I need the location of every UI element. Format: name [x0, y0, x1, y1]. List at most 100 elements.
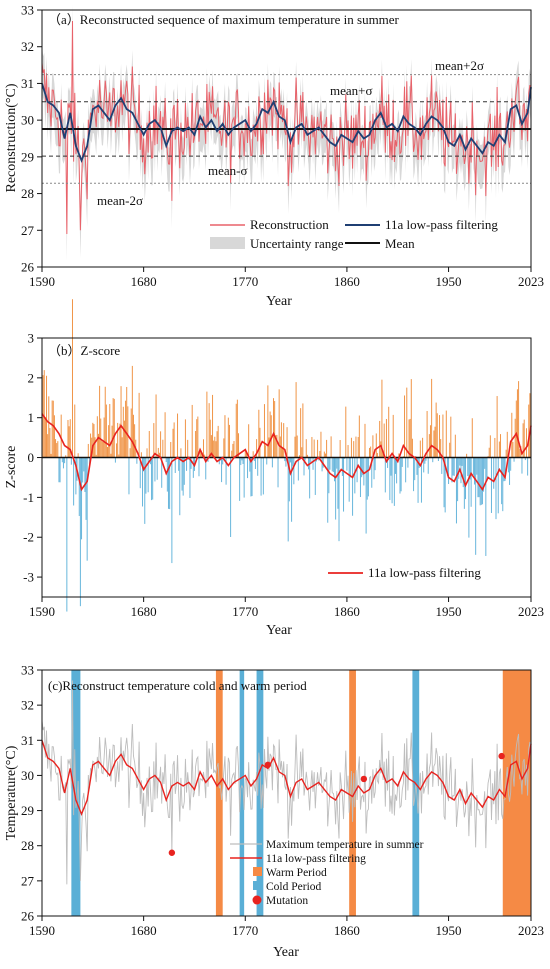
panel-b-ytick-label: -2: [23, 530, 34, 545]
zscore-bar: [498, 458, 499, 514]
panel-a-legend: Reconstruction 11a low-pass filtering Un…: [210, 217, 498, 251]
zscore-bar: [322, 458, 323, 472]
zscore-bar: [196, 419, 197, 457]
zscore-bar: [529, 393, 530, 457]
panel-b-xtick-label: 1680: [131, 604, 157, 619]
zscore-bar: [467, 458, 468, 476]
zscore-bar: [274, 401, 275, 458]
warm-period-band: [503, 670, 531, 916]
zscore-bar: [170, 442, 171, 458]
zscore-bar: [342, 458, 343, 476]
zscore-bar: [99, 386, 100, 458]
zscore-bar: [93, 424, 94, 457]
zscore-bar: [348, 445, 349, 458]
panel-a-xtick-label: 1590: [29, 274, 55, 289]
zscore-bar: [465, 458, 466, 500]
zscore-bar: [449, 443, 450, 458]
zscore-bar: [311, 437, 312, 458]
zscore-bar: [335, 458, 336, 520]
zscore-bar: [473, 458, 474, 475]
zscore-bar: [197, 417, 198, 458]
zscore-bar: [125, 401, 126, 458]
zscore-bar: [471, 458, 472, 507]
zscore-bar: [95, 437, 96, 457]
panel-c-ytick-label: 27: [21, 873, 35, 888]
zscore-bar: [263, 458, 264, 495]
zscore-bar: [331, 436, 332, 457]
zscore-bar: [69, 426, 70, 457]
zscore-bar: [114, 399, 115, 458]
zscore-bar: [370, 447, 371, 458]
zscore-bar: [215, 441, 216, 457]
panel-c-plot-area: [42, 670, 531, 916]
zscore-bar: [102, 442, 103, 458]
panel-a-ytick-label: 27: [21, 223, 35, 238]
panel-b-title: （b）Z-score: [48, 343, 120, 358]
zscore-bar: [429, 434, 430, 457]
panel-a-ytick-label: 26: [21, 260, 35, 275]
zscore-bar: [401, 458, 402, 492]
zscore-bar: [81, 458, 82, 540]
zscore-bar: [495, 458, 496, 520]
zscore-bar: [350, 458, 351, 478]
zscore-bar: [154, 458, 155, 482]
zscore-bar: [231, 451, 232, 458]
zscore-bar: [448, 458, 449, 484]
zscore-bar: [198, 458, 199, 477]
zscore-bar: [521, 458, 522, 474]
zscore-bar: [214, 437, 215, 458]
zscore-bar: [319, 451, 320, 458]
legend-reconstruction-label: Reconstruction: [250, 217, 329, 232]
zscore-bar: [101, 441, 102, 458]
zscore-bar: [385, 458, 386, 493]
zscore-bar: [446, 411, 447, 458]
zscore-bar: [300, 408, 301, 457]
zscore-bar: [48, 396, 49, 457]
zscore-bar: [482, 458, 483, 505]
zscore-bar: [366, 458, 367, 534]
panel-c-xtick-label: 2023: [518, 923, 544, 938]
zscore-bar: [86, 458, 87, 520]
zscore-bar: [267, 385, 268, 457]
zscore-bar: [420, 441, 421, 458]
panel-a-ytick-label: 29: [21, 149, 34, 164]
zscore-bar: [392, 458, 393, 504]
zscore-bar: [147, 448, 148, 457]
zscore-bar: [49, 428, 50, 457]
zscore-bar: [527, 458, 528, 476]
panel-b-ytick-label: 0: [28, 450, 35, 465]
zscore-bar: [72, 299, 73, 457]
zscore-bar: [406, 388, 407, 458]
zscore-bar: [283, 423, 284, 457]
panel-a-xtick-label: 1770: [232, 274, 258, 289]
zscore-bar: [512, 442, 513, 458]
zscore-bar: [515, 419, 516, 458]
zscore-bar: [509, 458, 510, 485]
zscore-bar: [368, 458, 369, 497]
zscore-bar: [358, 437, 359, 458]
zscore-bar: [292, 458, 293, 467]
panel-b-xlabel: Year: [266, 623, 292, 638]
zscore-bar: [390, 458, 391, 476]
zscore-bar: [306, 439, 307, 457]
zscore-bar: [301, 447, 302, 457]
zscore-bar: [83, 458, 84, 472]
panel-c-xlabel: Year: [273, 945, 299, 960]
mean-minus-2sigma-label: mean-2σ: [97, 193, 143, 208]
zscore-bar: [394, 458, 395, 506]
mutation-point: [265, 762, 271, 768]
zscore-bar: [228, 418, 229, 458]
zscore-bar: [369, 448, 370, 458]
zscore-bar: [355, 437, 356, 458]
zscore-bar: [47, 434, 48, 457]
warm-period-band: [216, 670, 223, 916]
zscore-bar: [224, 415, 225, 457]
zscore-bar: [349, 458, 350, 502]
zscore-bar: [327, 458, 328, 523]
legend-c-cold-label: Cold Period: [266, 881, 322, 893]
panel-a-ytick-label: 30: [21, 113, 34, 128]
panel-a-ytick-label: 31: [21, 76, 34, 91]
zscore-bar: [174, 422, 175, 457]
zscore-bar: [493, 458, 494, 489]
